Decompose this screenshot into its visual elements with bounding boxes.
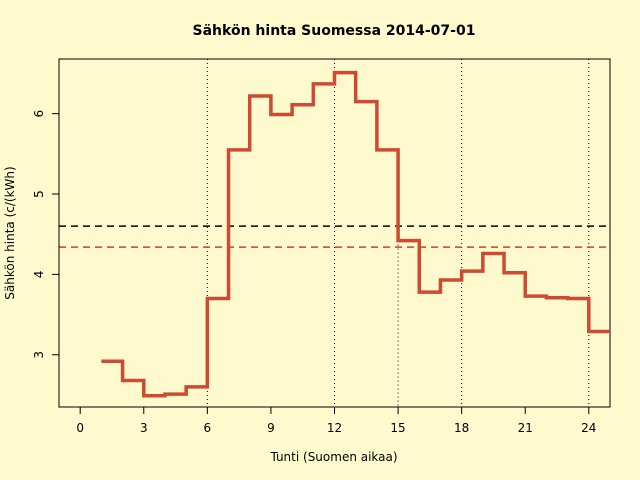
x-tick-label-3: 3 xyxy=(140,421,148,435)
x-tick-label-18: 18 xyxy=(454,421,469,435)
series-layer xyxy=(101,70,610,398)
reference-lines xyxy=(59,225,610,248)
y-tick-label-5: 5 xyxy=(32,190,46,198)
x-tick-label-0: 0 xyxy=(76,421,84,435)
y-tick-label-6: 6 xyxy=(32,110,46,118)
price-step-line xyxy=(101,70,610,398)
y-tick-label-4: 4 xyxy=(32,271,46,279)
x-tick-label-9: 9 xyxy=(267,421,275,435)
x-axis-label: Tunti (Suomen aikaa) xyxy=(269,450,397,464)
x-tick-label-12: 12 xyxy=(327,421,342,435)
x-tick-label-24: 24 xyxy=(581,421,596,435)
y-tick-label-3: 3 xyxy=(32,351,46,359)
x-tick-label-15: 15 xyxy=(390,421,405,435)
x-tick-label-21: 21 xyxy=(518,421,533,435)
y-axis: 3 4 5 6 xyxy=(32,110,60,359)
x-axis: 0 3 6 9 12 15 18 21 24 xyxy=(76,406,596,435)
chart-title: Sähkön hinta Suomessa 2014-07-01 xyxy=(193,23,476,39)
y-axis-label: Sähkön hinta (c/(kWh) xyxy=(3,166,17,299)
x-tick-label-6: 6 xyxy=(204,421,212,435)
